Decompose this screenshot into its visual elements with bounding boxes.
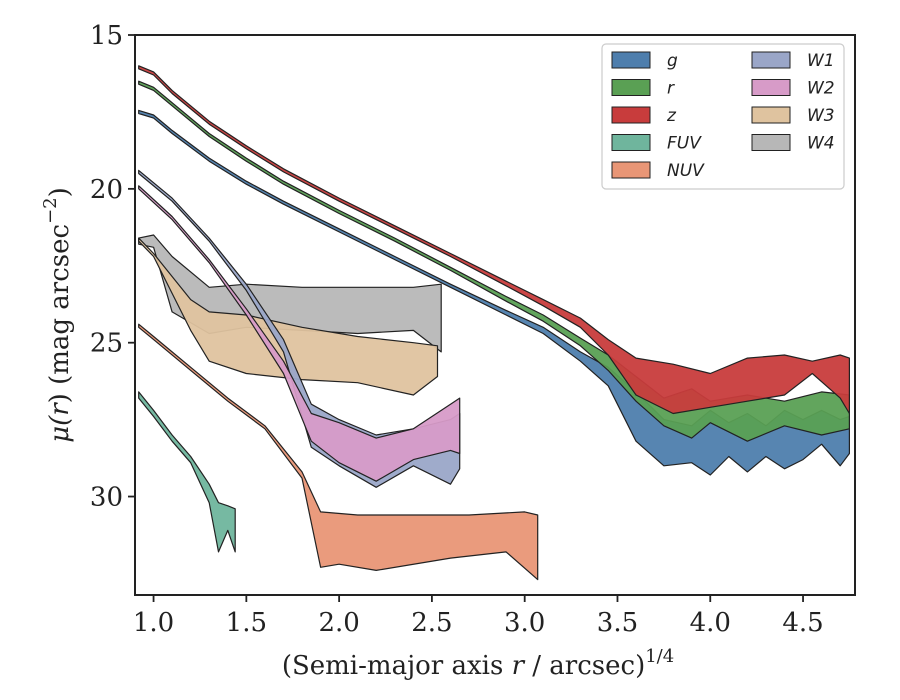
legend-swatch-w3	[751, 106, 791, 124]
band-fuv	[138, 391, 236, 553]
legend-label-w2: W2	[807, 79, 835, 99]
x-tick-label: 2.0	[318, 608, 359, 638]
x-tick-label: 1.5	[226, 608, 267, 638]
legend-label-w3: W3	[807, 106, 835, 126]
legend-label-w4: W4	[807, 134, 835, 154]
x-tick-label: 3.0	[504, 608, 545, 638]
band-w3	[138, 237, 439, 396]
legend-swatch-g	[611, 51, 651, 69]
legend-label-w1: W1	[807, 51, 835, 71]
legend-swatch-r	[611, 79, 651, 96]
y-tick-label: 25	[90, 329, 123, 359]
y-axis-label: μ(r) (mag arcsec−2)	[40, 187, 75, 443]
legend-label-g: g	[667, 51, 678, 71]
x-tick-label: 1.0	[133, 608, 174, 638]
y-tick-label: 15	[90, 21, 123, 51]
band-z	[138, 65, 851, 415]
x-tick-label: 4.5	[782, 608, 823, 638]
x-tick-label: 2.5	[411, 608, 452, 638]
legend-swatch-nuv	[611, 161, 651, 179]
y-axis-ticks: 15 20 25 30	[90, 21, 135, 513]
legend-swatch-z	[611, 106, 651, 124]
legend-swatch-w4	[751, 134, 791, 151]
legend-swatch-w1	[751, 51, 791, 69]
x-tick-label: 3.5	[597, 608, 638, 638]
legend-label-r: r	[667, 79, 675, 99]
legend: grz FUV NUV W1 W2 W3 W4	[601, 43, 845, 190]
x-tick-label: 4.0	[690, 608, 731, 638]
legend-swatch-w2	[751, 79, 791, 96]
legend-label-fuv: FUV	[667, 134, 702, 154]
legend-label-z: z	[666, 106, 677, 126]
legend-swatch-fuv	[611, 134, 651, 151]
legend-label-nuv: NUV	[667, 161, 705, 181]
band-nuv	[138, 323, 539, 581]
x-axis-label: (Semi-major axis r / arcsec)1/4	[282, 646, 674, 681]
band-r	[138, 80, 851, 442]
band-g	[138, 109, 851, 476]
band-w2	[138, 185, 461, 482]
series-bands	[138, 65, 851, 581]
y-tick-label: 20	[90, 175, 123, 205]
plot-frame	[134, 34, 856, 596]
y-tick-label: 30	[90, 483, 123, 513]
x-axis-ticks: 1.0 1.5 2.0 2.5 3.0 3.5 4.0 4.5	[133, 595, 824, 638]
